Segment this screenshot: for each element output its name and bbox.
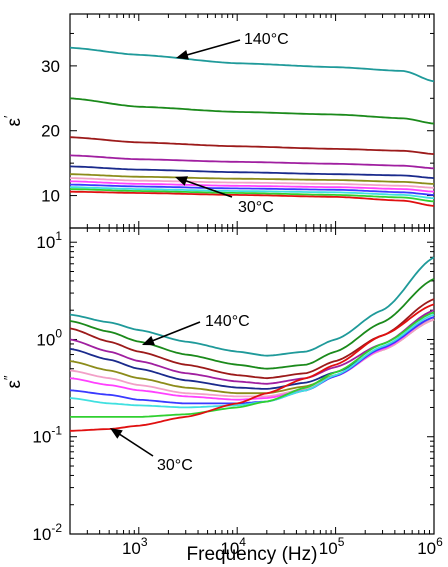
series-line-2 bbox=[69, 278, 435, 370]
bottom-y-tick-labels: 10-2 10-1 100 101 bbox=[32, 229, 62, 544]
annotation-label: 140°C bbox=[205, 313, 250, 330]
y-tick-label: 20 bbox=[41, 122, 60, 141]
series-line-1 bbox=[69, 46, 435, 83]
annotation-arrow bbox=[149, 321, 201, 343]
x-tick-label: 106 bbox=[417, 535, 443, 558]
annotation-label: 140°C bbox=[244, 31, 289, 48]
series-line-12 bbox=[70, 190, 435, 207]
series-line-12 bbox=[70, 303, 435, 432]
annotation-arrow bbox=[116, 431, 154, 457]
x-tick-label: 103 bbox=[122, 535, 148, 558]
series-line-6 bbox=[70, 173, 435, 185]
annotation-arrowhead bbox=[175, 176, 188, 186]
series-line-7 bbox=[69, 318, 435, 398]
y-tick-label: 10-1 bbox=[32, 424, 62, 447]
bottom-plot-frame bbox=[69, 227, 435, 535]
series-line-9 bbox=[70, 183, 435, 196]
annotation-arrowhead bbox=[176, 49, 189, 60]
annotation-arrow bbox=[182, 178, 233, 198]
series-line-10 bbox=[69, 313, 435, 409]
y-tick-label: 101 bbox=[36, 229, 62, 252]
series-line-8 bbox=[69, 316, 435, 401]
annotation-label: 30°C bbox=[157, 457, 193, 474]
series-line-9 bbox=[69, 316, 435, 405]
top-y-tick-labels: 10 20 30 bbox=[41, 57, 60, 206]
x-tick-label: 104 bbox=[220, 535, 246, 558]
x-tick-label: 105 bbox=[319, 535, 345, 558]
annotation-arrowhead bbox=[142, 335, 155, 346]
series-line-11 bbox=[70, 188, 435, 203]
series-line-2 bbox=[69, 97, 435, 125]
top-annotations: 140°C 30°C bbox=[175, 31, 289, 216]
bottom-annotations: 140°C 30°C bbox=[110, 313, 250, 474]
series-line-8 bbox=[69, 180, 435, 193]
series-line-1 bbox=[69, 256, 435, 357]
series-line-4 bbox=[69, 154, 435, 170]
annotation-arrow bbox=[183, 39, 241, 57]
series-line-10 bbox=[69, 186, 435, 200]
top-panel: 10 20 30 ε′ 140°C 30°C bbox=[1, 13, 435, 229]
series-line-5 bbox=[69, 165, 435, 179]
y-tick-label: 10-2 bbox=[32, 521, 62, 544]
bottom-series-group bbox=[69, 256, 435, 432]
series-line-7 bbox=[70, 177, 435, 189]
y-tick-label: 100 bbox=[36, 326, 62, 349]
annotation-label: 30°C bbox=[238, 199, 274, 216]
annotation-arrowhead bbox=[110, 428, 123, 439]
y-tick-label: 30 bbox=[41, 57, 60, 76]
top-series-group bbox=[69, 46, 435, 207]
series-line-11 bbox=[70, 311, 435, 418]
bottom-y-axis-title: ε″ bbox=[1, 375, 25, 388]
top-y-axis-title: ε′ bbox=[1, 115, 25, 126]
bottom-panel: 10-2 10-1 100 101 103 104 105 106 ε″ Frequency… bbox=[1, 227, 443, 565]
bottom-x-tick-labels: 103 104 105 106 bbox=[122, 535, 443, 558]
y-tick-label: 10 bbox=[41, 187, 60, 206]
x-axis-title: Frequency (Hz) bbox=[187, 544, 318, 565]
series-line-3 bbox=[69, 136, 435, 155]
